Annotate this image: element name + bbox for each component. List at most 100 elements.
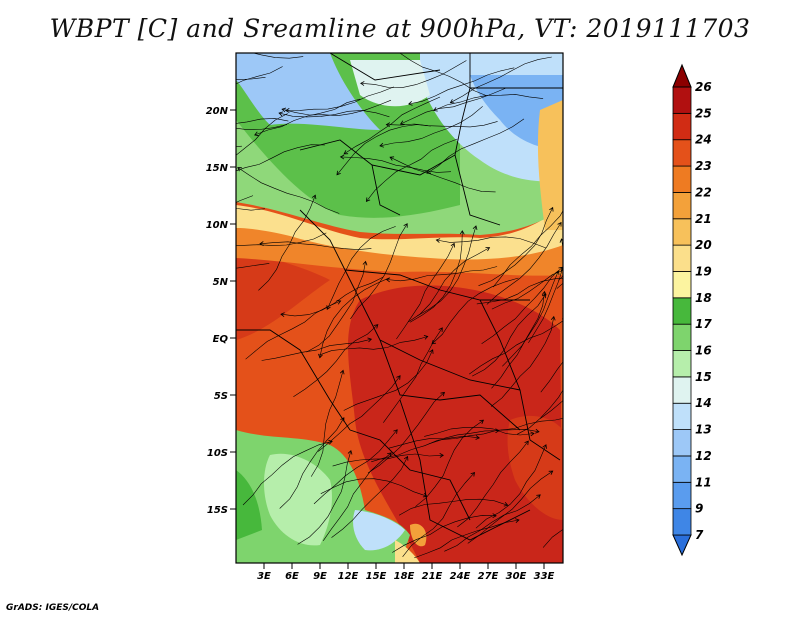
streamline-arrow [604,401,608,405]
streamline-arrow [450,242,455,248]
lon-label: 18E [394,571,415,582]
lon-label: 30E [506,571,527,582]
colorbar-label: 18 [695,291,712,305]
streamline-arrow [389,43,393,47]
colorbar-swatch [672,350,692,378]
streamline [386,121,498,128]
colorbar-label: 17 [695,317,712,331]
streamline-arrow [396,375,401,380]
streamline-arrow [433,107,438,112]
streamline-arrow [389,156,395,161]
colorbar-label: 26 [695,80,712,94]
streamline [236,118,289,124]
streamline [492,210,563,288]
latitude-axis: 20N 15N 10N 5N EQ 5S 10S 15S [206,106,236,516]
colorbar-swatch [672,376,692,404]
lat-label: 10N [206,220,229,231]
streamline [236,113,288,156]
streamline [444,494,541,552]
streamline-arrow [285,108,290,113]
streamline-arrow [492,513,497,519]
streamline [237,167,340,214]
streamline-arrow [217,245,221,249]
country-borders [236,53,563,541]
streamline [259,241,372,250]
streamline-arrow [181,141,185,145]
colorbar-swatch [672,429,692,457]
streamline-arrow [439,453,444,458]
streamline [236,232,327,246]
colorbar-lower-arrow [672,534,692,557]
streamline [254,98,361,136]
streamline-arrow [485,247,491,252]
streamline-arrow [585,351,589,355]
streamline-arrow [536,494,541,499]
streamline-arrow [220,176,224,180]
map-frame [235,52,564,564]
lon-label: 6E [285,571,299,582]
streamline-arrow [399,120,405,125]
colorbar-label: 11 [695,475,712,489]
streamline-arrow [362,260,368,266]
colorbar-label: 23 [695,159,712,173]
streamline [417,225,477,317]
colorbar-label: 20 [695,238,712,252]
lat-label: 15N [206,163,229,174]
lat-label: 15S [207,505,228,516]
streamline [478,207,553,286]
streamline-arrow [435,238,441,243]
streamline-arrow [336,300,342,305]
streamline [236,207,265,211]
streamline [279,110,390,118]
streamline-arrow [557,221,562,227]
streamline [396,243,455,340]
streamline [475,444,547,529]
colorbar-label: 9 [695,502,703,516]
streamline-arrow [367,337,373,343]
streamline [409,230,463,323]
colorbar: 7 9 11 12 13 14 15 16 17 18 19 20 21 22 23 24 25 26 [672,63,712,557]
streamline [398,498,508,516]
streamline [517,389,563,435]
lon-label: 27E [478,571,499,582]
streamline [388,430,499,449]
colorbar-swatch [672,165,692,193]
streamline [326,226,396,310]
streamline [556,282,563,289]
streamline [558,275,563,281]
streamline-arrow [587,258,591,262]
streamline-arrow [541,293,547,299]
streamline [392,515,497,553]
streamline-arrow [311,194,317,200]
streamline-arrow [440,391,445,397]
streamline-arrow [281,107,287,113]
streamline [360,60,467,88]
streamline [379,106,483,147]
streamline-arrow [167,259,171,263]
streamline [502,270,559,367]
streamline-arrow [360,81,365,86]
streamline-arrow [449,99,455,104]
streamline [306,261,366,353]
colorbar-swatch [672,192,692,220]
streamline [318,336,428,356]
streamline-arrow [604,303,608,307]
colorbar-label: 22 [695,185,712,199]
streamline [472,294,546,377]
lon-label: 3E [257,571,271,582]
streamline [540,399,563,419]
streamline-arrow [559,238,563,243]
streamline-arrow [385,277,391,283]
streamline-arrow [475,435,480,440]
streamline-arrow [347,449,353,455]
streamline [340,156,452,173]
streamline [242,441,333,506]
streamline [313,429,398,505]
colorbar-label: 24 [695,133,712,147]
streamline [336,124,431,175]
streamline-arrow [177,117,181,121]
colorbar-label: 25 [695,106,712,120]
streamline [282,99,392,117]
streamline [331,456,408,538]
streamline-arrow [385,122,391,128]
